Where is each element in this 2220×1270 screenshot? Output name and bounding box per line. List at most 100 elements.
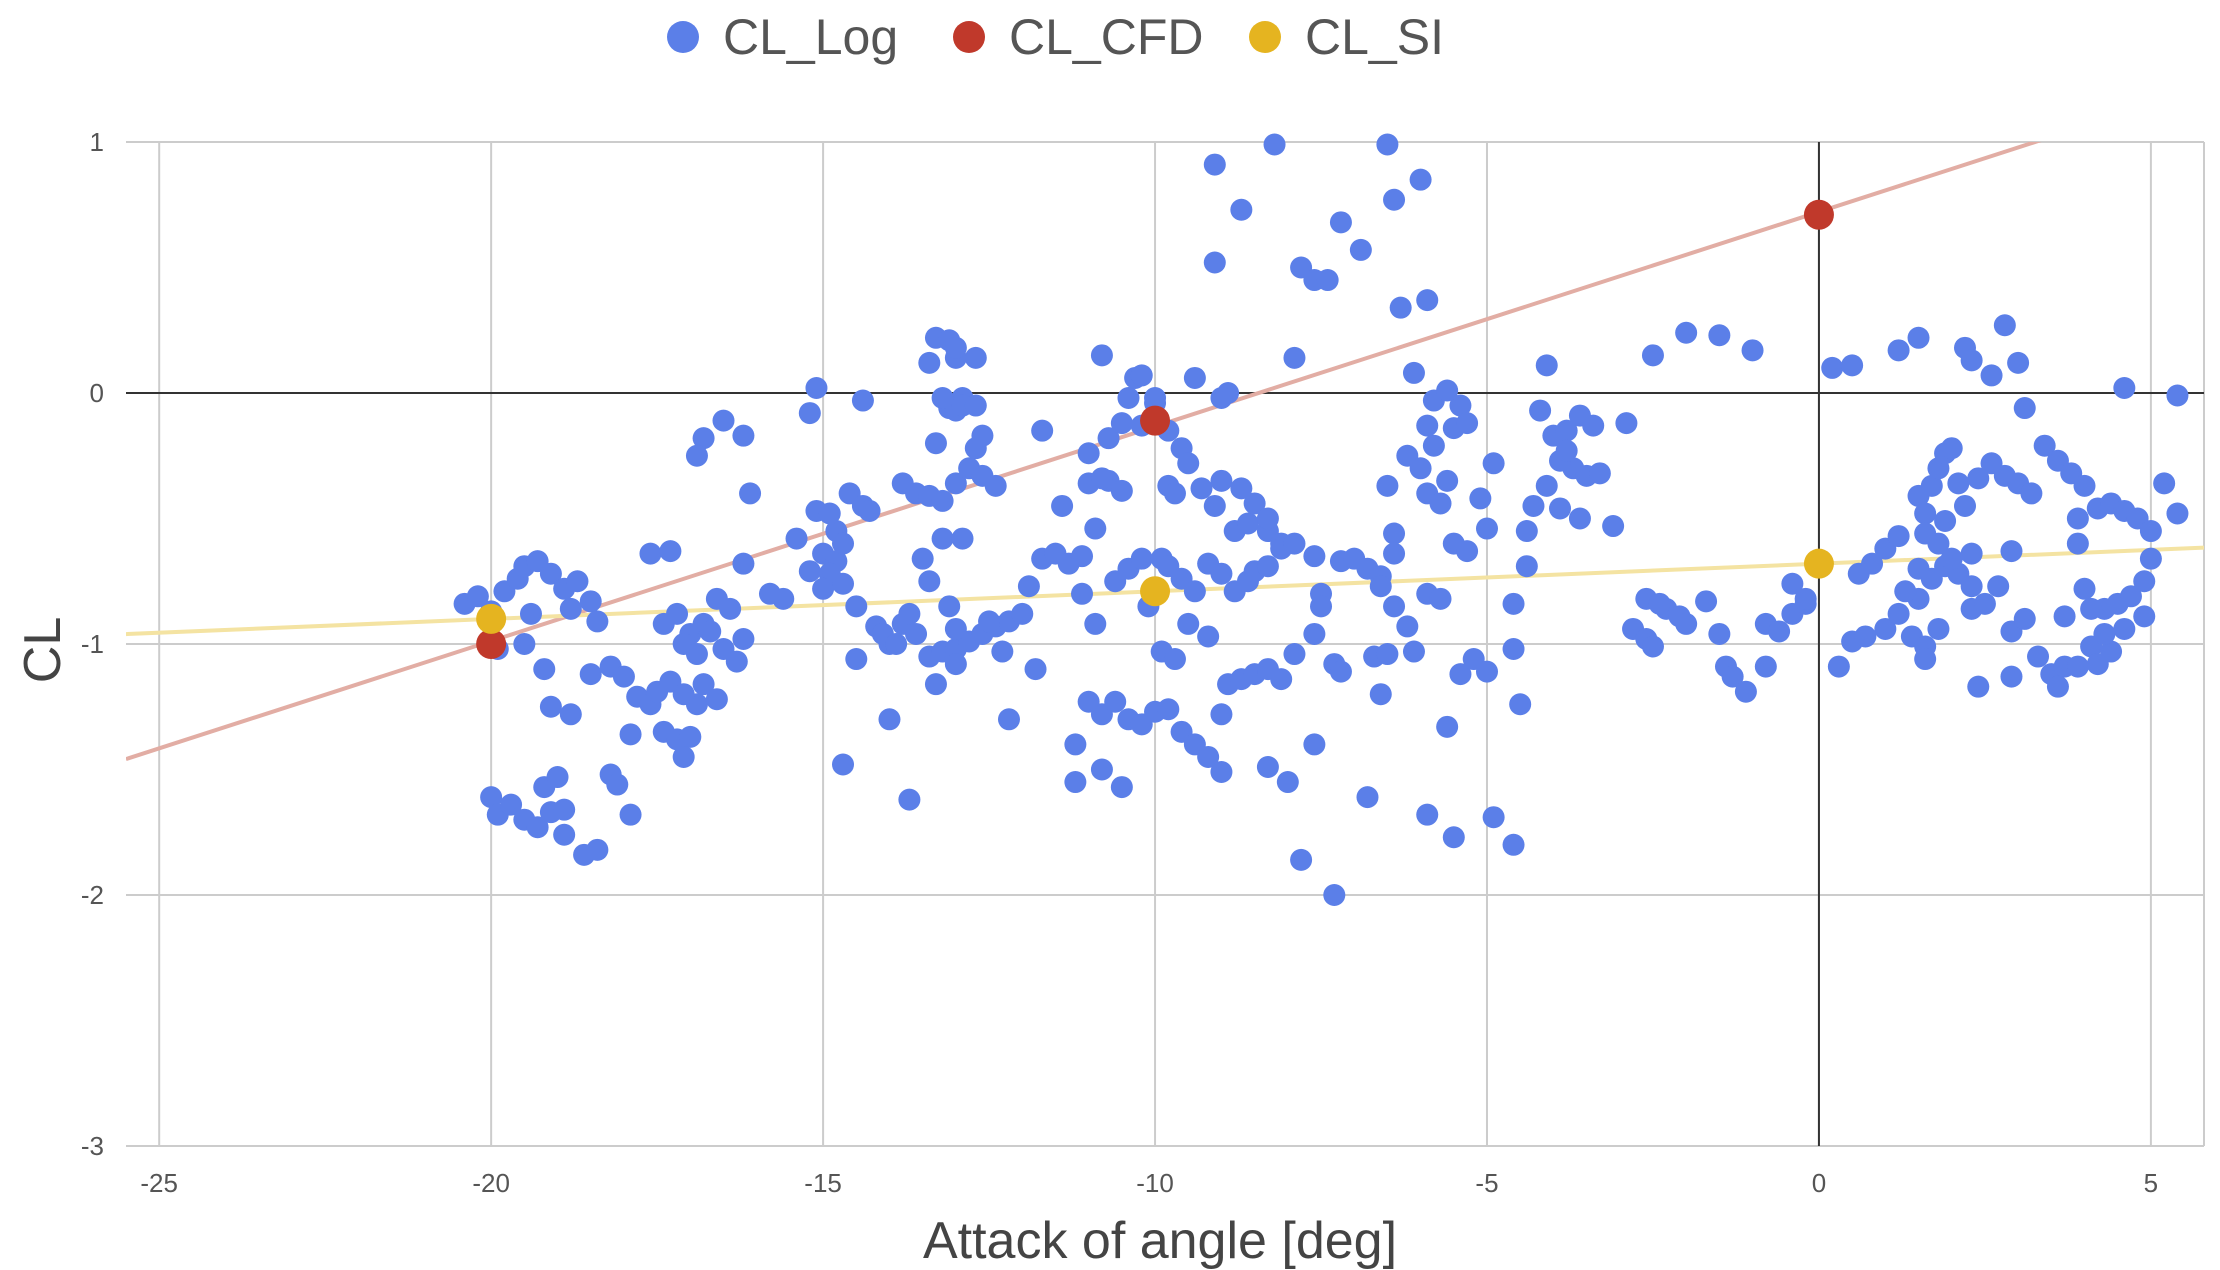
data-point: [1960, 575, 1983, 598]
data-point: [991, 640, 1014, 663]
data-point: [2139, 547, 2162, 570]
data-point: [1708, 324, 1731, 347]
data-point: [1920, 474, 1943, 497]
data-point: [526, 816, 549, 839]
data-point: [1980, 364, 2003, 387]
data-point: [1641, 344, 1664, 367]
data-point: [1376, 133, 1399, 156]
data-point: [1230, 198, 1253, 221]
data-point: [1396, 615, 1419, 638]
data-point: [1416, 803, 1439, 826]
data-point: [1197, 745, 1220, 768]
data-point: [944, 617, 967, 640]
data-point: [2046, 675, 2069, 698]
data-point: [559, 703, 582, 726]
data-point: [785, 527, 808, 550]
data-point: [1588, 462, 1611, 485]
data-point: [612, 665, 635, 688]
data-point: [1140, 405, 1171, 436]
y-tick-label: -1: [81, 629, 104, 659]
data-point: [1515, 555, 1538, 578]
data-point: [1947, 472, 1970, 495]
data-point: [772, 587, 795, 610]
data-point: [672, 745, 695, 768]
data-point: [798, 560, 821, 583]
data-point: [851, 389, 874, 412]
data-point: [997, 708, 1020, 731]
data-point: [1117, 387, 1140, 410]
data-point: [1509, 693, 1532, 716]
data-point: [739, 482, 762, 505]
data-point: [978, 610, 1001, 633]
data-point: [685, 444, 708, 467]
data-point: [1708, 622, 1731, 645]
x-tick-label: 0: [1812, 1168, 1826, 1198]
data-point: [1383, 595, 1406, 618]
data-point: [579, 663, 602, 686]
data-point: [1130, 364, 1153, 387]
data-point: [1316, 269, 1339, 292]
data-point: [924, 673, 947, 696]
data-point: [1907, 326, 1930, 349]
data-point: [1409, 457, 1432, 480]
data-point: [1841, 354, 1864, 377]
data-point: [2066, 655, 2089, 678]
data-point: [1356, 786, 1379, 809]
data-point: [1183, 580, 1206, 603]
data-point: [1203, 494, 1226, 517]
data-point: [1303, 733, 1326, 756]
data-point: [1894, 580, 1917, 603]
x-tick-label: 5: [2144, 1168, 2158, 1198]
x-tick-label: -5: [1475, 1168, 1498, 1198]
data-point: [672, 683, 695, 706]
data-point: [553, 798, 576, 821]
data-point: [1794, 587, 1817, 610]
data-point: [539, 695, 562, 718]
data-point: [2053, 605, 2076, 628]
data-point: [1303, 545, 1326, 568]
data-point: [2066, 532, 2089, 555]
data-point: [2027, 645, 2050, 668]
data-point: [1914, 502, 1937, 525]
data-point: [1615, 412, 1638, 435]
data-point: [2073, 474, 2096, 497]
data-point: [1024, 658, 1047, 681]
x-tick-label: -20: [472, 1168, 510, 1198]
data-point: [1177, 452, 1200, 475]
data-point: [1641, 635, 1664, 658]
data-point: [1104, 690, 1127, 713]
data-point: [1376, 474, 1399, 497]
data-point: [1887, 525, 1910, 548]
data-point: [2033, 434, 2056, 457]
legend: CL_Log CL_CFD CL_SI: [667, 9, 1444, 65]
data-point: [1071, 582, 1094, 605]
legend-label-cl-si: CL_SI: [1305, 9, 1444, 65]
data-point: [1283, 346, 1306, 369]
data-point: [2100, 640, 2123, 663]
data-point: [1555, 439, 1578, 462]
data-point: [659, 540, 682, 563]
data-point: [1283, 643, 1306, 666]
data-point: [480, 786, 503, 809]
data-point: [1017, 575, 1040, 598]
data-point: [1110, 412, 1133, 435]
data-point: [1515, 520, 1538, 543]
data-point: [1456, 412, 1479, 435]
data-point: [586, 610, 609, 633]
y-tick-label: 1: [90, 127, 104, 157]
data-point: [1183, 366, 1206, 389]
data-point: [1077, 442, 1100, 465]
data-point: [519, 602, 542, 625]
x-tick-label: -25: [140, 1168, 178, 1198]
data-point: [911, 547, 934, 570]
data-point: [685, 643, 708, 666]
data-point: [1329, 211, 1352, 234]
data-point: [1429, 587, 1452, 610]
data-point: [1369, 575, 1392, 598]
data-point: [1402, 640, 1425, 663]
data-point: [1203, 153, 1226, 176]
data-point: [533, 658, 556, 681]
data-point: [1236, 512, 1259, 535]
data-point: [1827, 655, 1850, 678]
data-point: [546, 766, 569, 789]
